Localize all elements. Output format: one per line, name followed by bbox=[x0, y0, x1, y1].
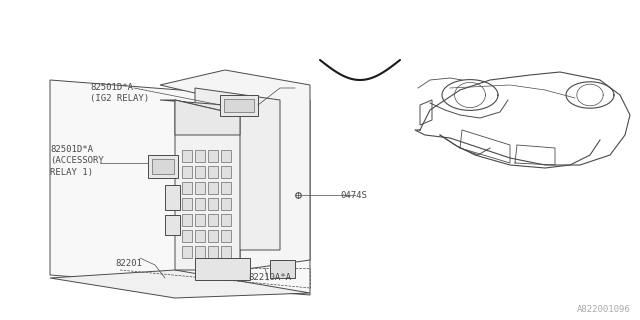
Polygon shape bbox=[160, 70, 310, 270]
Polygon shape bbox=[221, 150, 231, 162]
Polygon shape bbox=[221, 182, 231, 194]
Polygon shape bbox=[175, 100, 240, 135]
Text: 82210A*A: 82210A*A bbox=[248, 274, 291, 283]
Polygon shape bbox=[221, 198, 231, 210]
Text: 82501D*A: 82501D*A bbox=[90, 84, 133, 92]
Polygon shape bbox=[182, 246, 192, 258]
Polygon shape bbox=[195, 258, 250, 280]
Polygon shape bbox=[195, 88, 280, 250]
Polygon shape bbox=[270, 260, 295, 278]
Polygon shape bbox=[195, 166, 205, 178]
Text: (ACCESSORY: (ACCESSORY bbox=[50, 156, 104, 165]
Polygon shape bbox=[50, 270, 310, 298]
Polygon shape bbox=[208, 150, 218, 162]
Text: (IG2 RELAY): (IG2 RELAY) bbox=[90, 93, 149, 102]
Polygon shape bbox=[160, 100, 240, 115]
Polygon shape bbox=[195, 182, 205, 194]
Polygon shape bbox=[221, 246, 231, 258]
Text: A822001096: A822001096 bbox=[577, 305, 630, 314]
Polygon shape bbox=[182, 166, 192, 178]
Polygon shape bbox=[50, 80, 310, 295]
Text: RELAY 1): RELAY 1) bbox=[50, 167, 93, 177]
Polygon shape bbox=[208, 214, 218, 226]
Polygon shape bbox=[221, 214, 231, 226]
Text: 0474S: 0474S bbox=[340, 190, 367, 199]
Polygon shape bbox=[182, 182, 192, 194]
Polygon shape bbox=[224, 99, 254, 112]
Polygon shape bbox=[220, 95, 258, 116]
Polygon shape bbox=[165, 185, 180, 210]
Polygon shape bbox=[148, 155, 178, 178]
Polygon shape bbox=[208, 230, 218, 242]
Polygon shape bbox=[182, 214, 192, 226]
Polygon shape bbox=[208, 246, 218, 258]
Text: 82201: 82201 bbox=[115, 259, 142, 268]
Polygon shape bbox=[195, 246, 205, 258]
Polygon shape bbox=[152, 159, 174, 174]
Polygon shape bbox=[182, 150, 192, 162]
Polygon shape bbox=[182, 230, 192, 242]
Polygon shape bbox=[195, 150, 205, 162]
Polygon shape bbox=[165, 215, 180, 235]
Polygon shape bbox=[195, 214, 205, 226]
Polygon shape bbox=[175, 100, 240, 270]
Polygon shape bbox=[221, 166, 231, 178]
Polygon shape bbox=[182, 198, 192, 210]
Polygon shape bbox=[195, 198, 205, 210]
Polygon shape bbox=[195, 230, 205, 242]
Text: 82501D*A: 82501D*A bbox=[50, 146, 93, 155]
Polygon shape bbox=[221, 230, 231, 242]
Polygon shape bbox=[208, 198, 218, 210]
Polygon shape bbox=[208, 166, 218, 178]
Polygon shape bbox=[208, 182, 218, 194]
